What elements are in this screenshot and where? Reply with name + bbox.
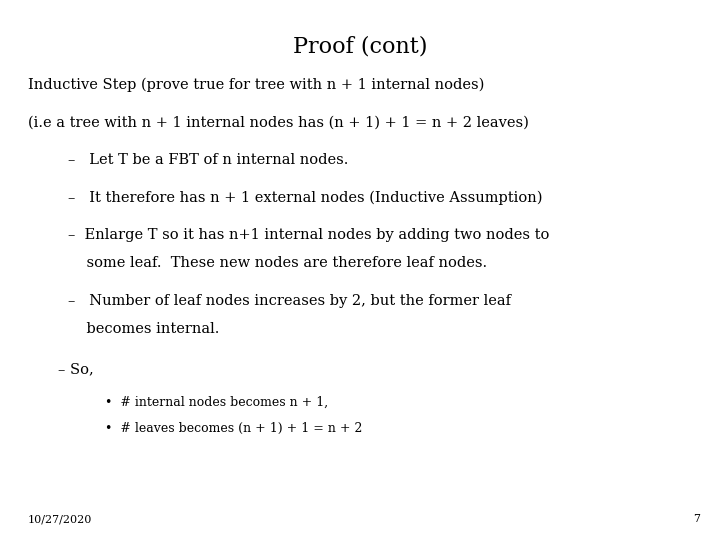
Text: •  # internal nodes becomes n + 1,: • # internal nodes becomes n + 1,: [105, 396, 328, 409]
Text: •  # leaves becomes (n + 1) + 1 = n + 2: • # leaves becomes (n + 1) + 1 = n + 2: [105, 422, 362, 435]
Text: Proof (cont): Proof (cont): [293, 35, 427, 57]
Text: –  Enlarge T so it has n+1 internal nodes by adding two nodes to: – Enlarge T so it has n+1 internal nodes…: [68, 228, 549, 242]
Text: becomes internal.: becomes internal.: [68, 322, 220, 335]
Text: –   Number of leaf nodes increases by 2, but the former leaf: – Number of leaf nodes increases by 2, b…: [68, 294, 511, 308]
Text: 10/27/2020: 10/27/2020: [28, 514, 92, 524]
Text: (i.e a tree with n + 1 internal nodes has (n + 1) + 1 = n + 2 leaves): (i.e a tree with n + 1 internal nodes ha…: [28, 116, 529, 130]
Text: Inductive Step (prove true for tree with n + 1 internal nodes): Inductive Step (prove true for tree with…: [28, 78, 485, 92]
Text: – So,: – So,: [58, 362, 94, 376]
Text: –   Let T be a FBT of n internal nodes.: – Let T be a FBT of n internal nodes.: [68, 153, 348, 167]
Text: 7: 7: [693, 514, 700, 524]
Text: some leaf.  These new nodes are therefore leaf nodes.: some leaf. These new nodes are therefore…: [68, 256, 487, 270]
Text: –   It therefore has n + 1 external nodes (Inductive Assumption): – It therefore has n + 1 external nodes …: [68, 191, 542, 205]
